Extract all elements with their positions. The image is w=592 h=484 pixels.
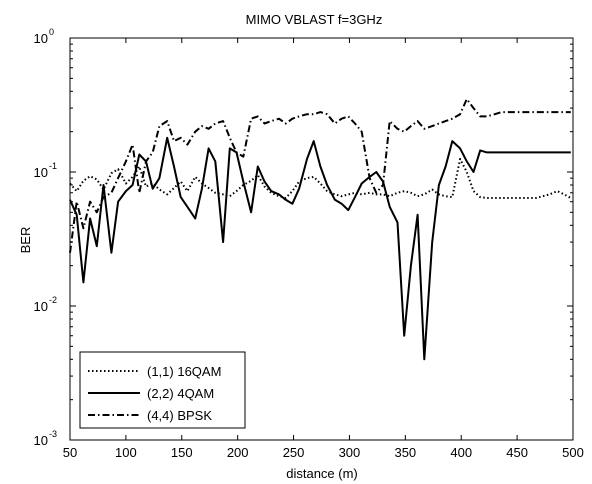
y-axis-label: BER bbox=[18, 227, 33, 254]
y-tick-label-exponent: -1 bbox=[49, 161, 57, 171]
x-tick-label: 50 bbox=[63, 445, 77, 460]
legend-label: (4,4) BPSK bbox=[147, 408, 212, 423]
series-group bbox=[69, 98, 572, 361]
x-tick-label: 250 bbox=[283, 445, 305, 460]
y-tick-label-base: 10 bbox=[34, 165, 48, 180]
x-tick-label: 300 bbox=[339, 445, 361, 460]
y-tick-label-exponent: -2 bbox=[49, 295, 57, 305]
series-line-3 bbox=[69, 98, 571, 253]
x-axis-label: distance (m) bbox=[286, 466, 358, 481]
series-line-2 bbox=[69, 136, 571, 361]
legend: (1,1) 16QAM (2,2) 4QAM (4,4) BPSK bbox=[79, 351, 246, 429]
x-tick-label: 100 bbox=[115, 445, 137, 460]
x-tick-label: 350 bbox=[394, 445, 416, 460]
x-tick-label: 500 bbox=[562, 445, 584, 460]
y-tick-label-exponent: 0 bbox=[49, 27, 54, 37]
x-axis-ticks: 50 100 150 200 250 300 350 400 450 500 bbox=[63, 38, 584, 460]
legend-label: (1,1) 16QAM bbox=[147, 364, 221, 379]
chart-title: MIMO VBLAST f=3GHz bbox=[246, 12, 383, 27]
x-tick-label: 150 bbox=[171, 445, 193, 460]
legend-label: (2,2) 4QAM bbox=[147, 386, 214, 401]
y-tick-label-base: 10 bbox=[34, 31, 48, 46]
x-tick-label: 200 bbox=[227, 445, 249, 460]
y-tick-label-base: 10 bbox=[34, 299, 48, 314]
y-tick-label-exponent: -3 bbox=[49, 429, 57, 439]
x-tick-label: 450 bbox=[506, 445, 528, 460]
x-tick-label: 400 bbox=[450, 445, 472, 460]
y-tick-label-base: 10 bbox=[34, 433, 48, 448]
